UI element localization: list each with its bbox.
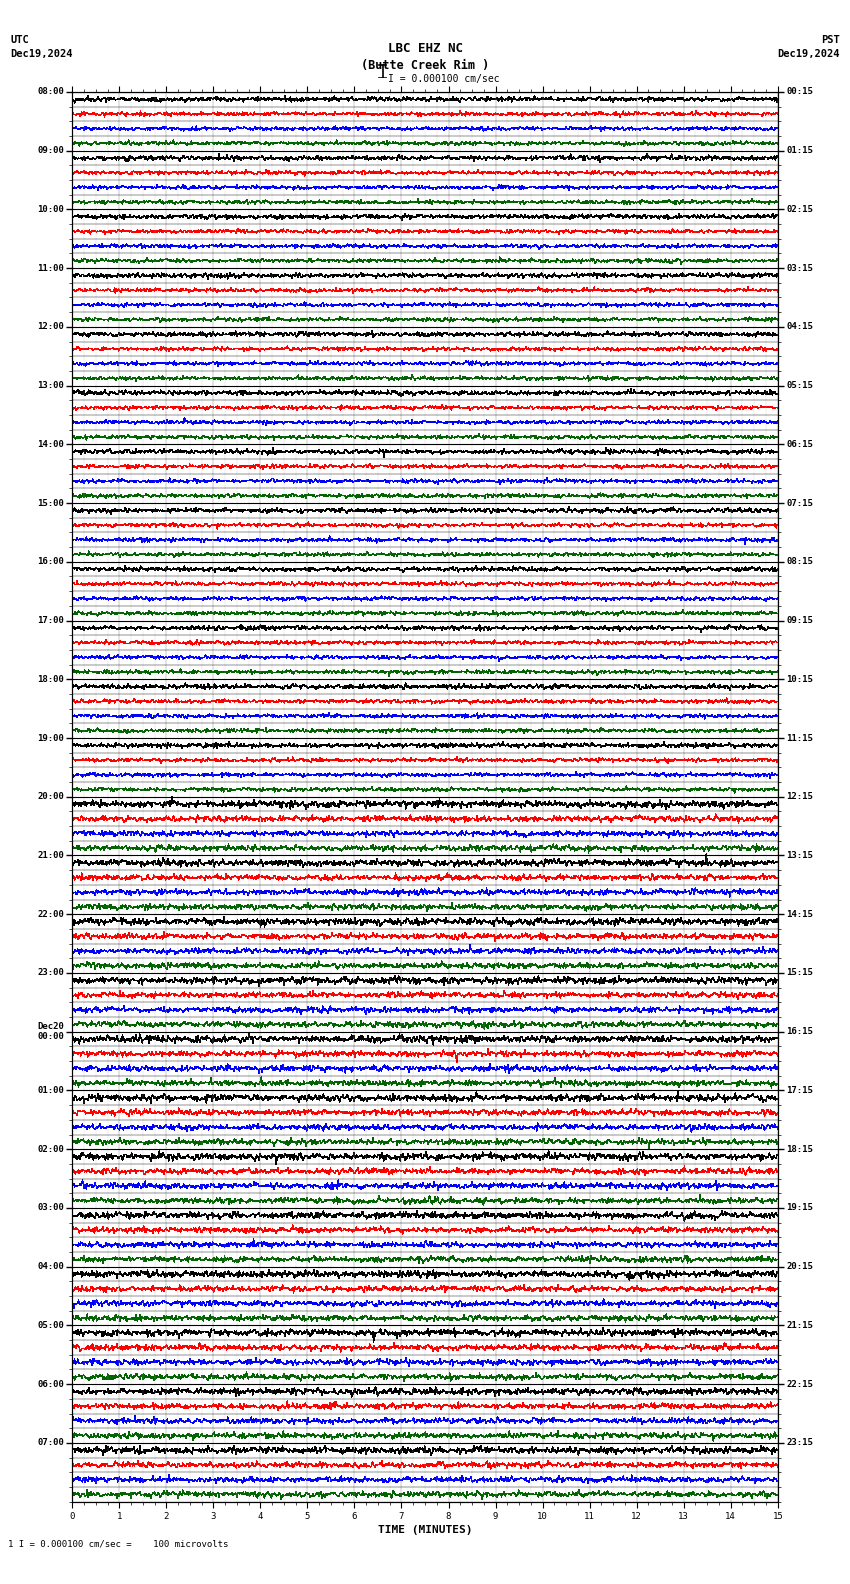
- Text: Dec19,2024: Dec19,2024: [10, 49, 73, 59]
- Text: LBC EHZ NC: LBC EHZ NC: [388, 41, 462, 55]
- Text: PST: PST: [821, 35, 840, 44]
- Text: 1 I = 0.000100 cm/sec =    100 microvolts: 1 I = 0.000100 cm/sec = 100 microvolts: [8, 1540, 229, 1549]
- Text: I = 0.000100 cm/sec: I = 0.000100 cm/sec: [388, 74, 500, 84]
- Text: (Butte Creek Rim ): (Butte Creek Rim ): [361, 59, 489, 71]
- X-axis label: TIME (MINUTES): TIME (MINUTES): [377, 1525, 473, 1535]
- Text: UTC: UTC: [10, 35, 29, 44]
- Text: Dec19,2024: Dec19,2024: [777, 49, 840, 59]
